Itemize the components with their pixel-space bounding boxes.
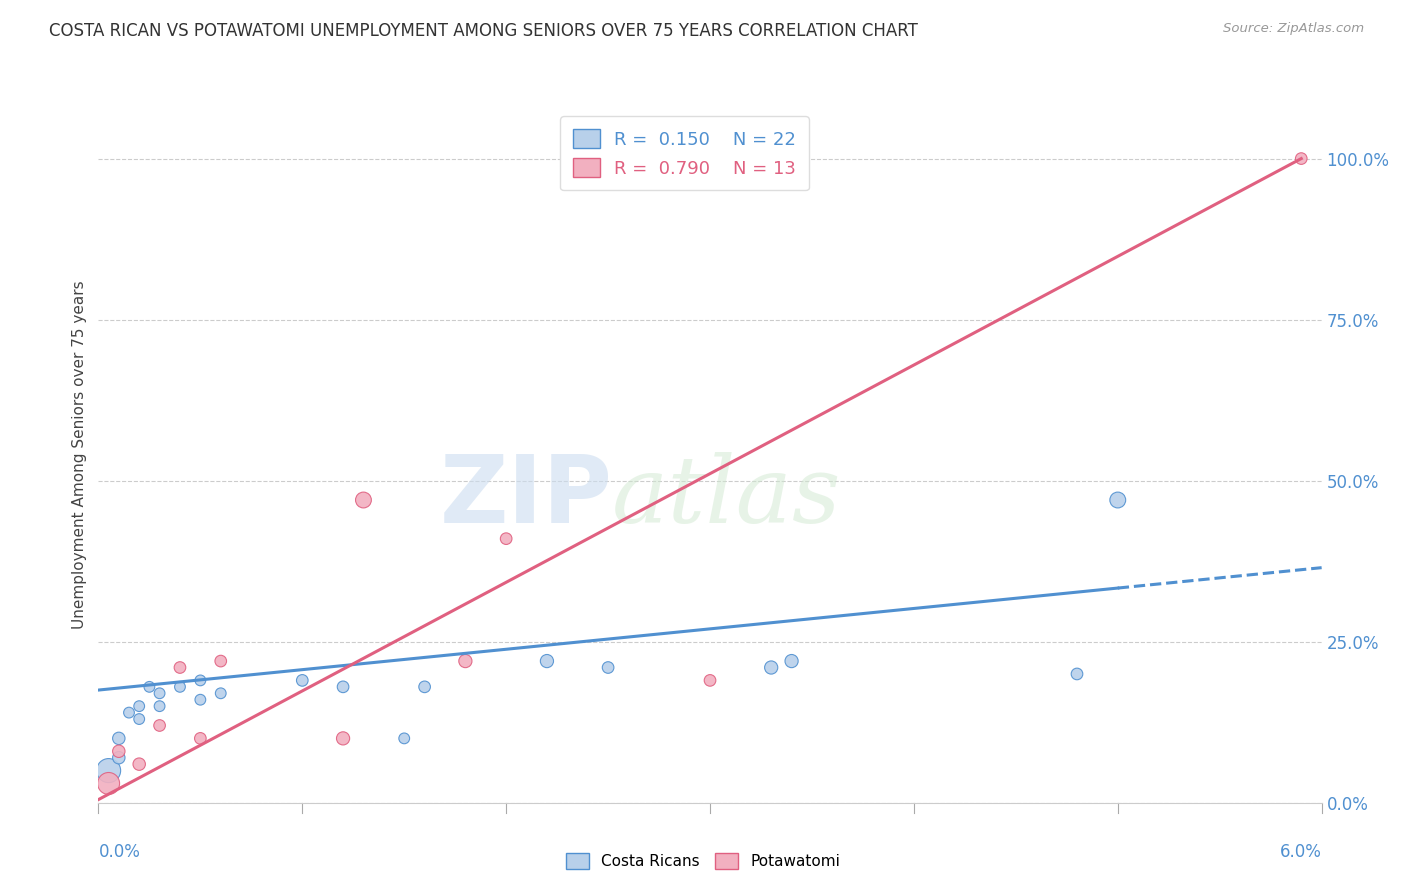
Point bbox=[97, 764, 120, 778]
Point bbox=[761, 660, 783, 674]
Point bbox=[149, 686, 172, 700]
Point bbox=[413, 680, 436, 694]
Point bbox=[209, 686, 232, 700]
Point bbox=[149, 718, 172, 732]
Point bbox=[291, 673, 314, 688]
Point bbox=[1289, 152, 1312, 166]
Point bbox=[138, 680, 160, 694]
Point bbox=[392, 731, 416, 746]
Point bbox=[332, 680, 354, 694]
Point bbox=[108, 731, 131, 746]
Y-axis label: Unemployment Among Seniors over 75 years: Unemployment Among Seniors over 75 years bbox=[72, 281, 87, 629]
Point bbox=[780, 654, 803, 668]
Point bbox=[658, 158, 681, 172]
Text: COSTA RICAN VS POTAWATOMI UNEMPLOYMENT AMONG SENIORS OVER 75 YEARS CORRELATION C: COSTA RICAN VS POTAWATOMI UNEMPLOYMENT A… bbox=[49, 22, 918, 40]
Point bbox=[699, 673, 721, 688]
Text: 6.0%: 6.0% bbox=[1279, 843, 1322, 861]
Point bbox=[188, 731, 212, 746]
Point bbox=[209, 654, 232, 668]
Point bbox=[332, 731, 354, 746]
Point bbox=[169, 660, 191, 674]
Point bbox=[97, 776, 120, 790]
Point bbox=[118, 706, 141, 720]
Text: atlas: atlas bbox=[612, 451, 842, 541]
Point bbox=[188, 673, 212, 688]
Text: Source: ZipAtlas.com: Source: ZipAtlas.com bbox=[1223, 22, 1364, 36]
Point bbox=[108, 744, 131, 758]
Point bbox=[495, 532, 517, 546]
Point bbox=[454, 654, 477, 668]
Text: ZIP: ZIP bbox=[439, 450, 612, 542]
Legend: Costa Ricans, Potawatomi: Costa Ricans, Potawatomi bbox=[560, 847, 846, 875]
Point bbox=[128, 699, 150, 714]
Point bbox=[149, 699, 172, 714]
Point bbox=[188, 692, 212, 706]
Point bbox=[108, 750, 131, 764]
Point bbox=[352, 493, 374, 508]
Point bbox=[1107, 493, 1129, 508]
Point bbox=[1066, 667, 1088, 681]
Point bbox=[598, 660, 620, 674]
Point bbox=[169, 680, 191, 694]
Legend: R =  0.150    N = 22, R =  0.790    N = 13: R = 0.150 N = 22, R = 0.790 N = 13 bbox=[560, 116, 808, 190]
Text: 0.0%: 0.0% bbox=[98, 843, 141, 861]
Point bbox=[536, 654, 558, 668]
Point bbox=[128, 757, 150, 772]
Point bbox=[128, 712, 150, 726]
